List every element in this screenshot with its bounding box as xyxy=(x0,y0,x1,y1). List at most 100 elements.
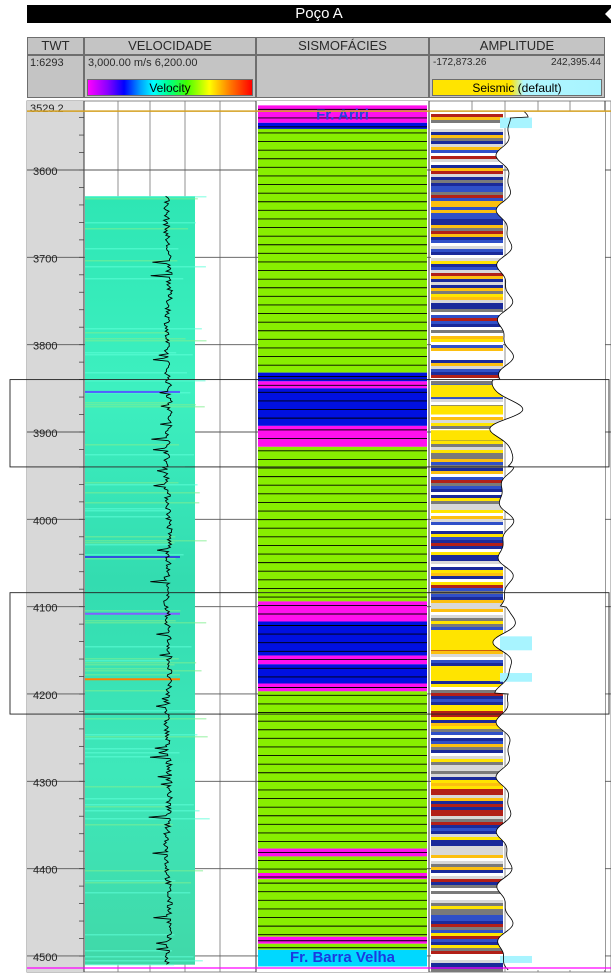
formation-label-top: Fr. Ariri xyxy=(316,106,369,123)
seismic-color-band xyxy=(431,324,503,328)
seismic-color-band xyxy=(431,798,503,802)
seismic-color-band xyxy=(431,453,503,457)
velocity-streak xyxy=(85,620,176,622)
seismic-color-band xyxy=(431,468,503,472)
facies-interval xyxy=(258,128,427,373)
seismic-trace xyxy=(489,110,529,971)
seismic-color-band xyxy=(431,201,503,205)
seismic-color-band xyxy=(431,345,503,349)
velocity-streak xyxy=(85,402,170,404)
seismic-color-band xyxy=(431,936,503,940)
collapse-arrow-icon[interactable] xyxy=(605,8,611,20)
seismic-cyan-peak xyxy=(500,955,532,963)
velocity-streak xyxy=(85,674,180,676)
seismic-color-band xyxy=(431,474,503,478)
seismic-color-band xyxy=(431,243,503,247)
facies-header[interactable]: SISMOFÁCIES xyxy=(256,37,429,55)
barra-velha-band xyxy=(258,949,427,967)
seismic-color-band xyxy=(431,132,503,136)
seismic-color-band xyxy=(431,969,503,973)
seismic-color-band xyxy=(431,420,503,424)
twt-header[interactable]: TWT xyxy=(27,37,84,55)
seismic-color-band xyxy=(431,423,503,427)
seismic-color-band xyxy=(431,549,503,553)
facies-interval xyxy=(258,122,427,129)
seismic-color-band xyxy=(431,363,503,367)
seismic-color-band xyxy=(431,333,503,337)
velocity-streak xyxy=(85,964,175,966)
facies-interval xyxy=(258,691,427,849)
velocity-curve xyxy=(148,195,174,965)
facies-interval xyxy=(258,621,427,656)
seismic-color-band xyxy=(431,735,503,739)
seismic-color-band xyxy=(431,741,503,745)
velocity-color-legend[interactable]: Velocity xyxy=(87,79,253,96)
seismic-color-band xyxy=(431,774,503,778)
seismic-cyan-peak xyxy=(500,636,532,651)
velocity-streak xyxy=(85,502,200,504)
facies-interval xyxy=(258,425,427,447)
seismic-color-legend[interactable]: Seismic (default) xyxy=(432,79,602,96)
velocity-streak xyxy=(85,380,206,382)
seismic-color-band xyxy=(431,534,503,538)
seismic-color-band xyxy=(431,234,503,238)
seismic-color-band xyxy=(431,579,503,583)
amplitude-header[interactable]: AMPLITUDE xyxy=(429,37,605,55)
velocity-streak xyxy=(85,738,169,740)
seismic-cyan-peak xyxy=(500,673,532,682)
seismic-color-band xyxy=(431,447,503,451)
seismic-color-band xyxy=(431,321,503,325)
seismic-color-band xyxy=(431,294,503,298)
velocity-streak xyxy=(85,248,179,250)
seismic-color-band xyxy=(431,867,503,871)
seismic-color-band xyxy=(431,807,503,811)
seismic-color-band xyxy=(431,864,503,868)
seismic-color-band xyxy=(431,726,503,730)
seismic-yellow-zone xyxy=(431,666,503,681)
seismic-color-band xyxy=(431,513,503,517)
facies-interval xyxy=(258,601,427,622)
seismic-color-band xyxy=(431,561,503,565)
seismic-color-band xyxy=(431,450,503,454)
velocity-streak xyxy=(85,734,198,736)
velocity-streak xyxy=(85,544,169,546)
seismic-color-band xyxy=(431,729,503,733)
seismic-color-band xyxy=(431,657,503,661)
seismic-color-band xyxy=(431,600,503,604)
seismic-color-band xyxy=(431,426,503,430)
velocity-streak xyxy=(85,406,205,408)
seismic-color-band xyxy=(431,957,503,961)
seismic-color-band xyxy=(431,876,503,880)
velocity-streak xyxy=(85,824,173,826)
seismic-color-band xyxy=(431,681,503,685)
velocity-streak xyxy=(85,882,191,884)
seismic-color-band xyxy=(431,609,503,613)
velocity-streak xyxy=(85,332,169,334)
seismic-color-band xyxy=(431,738,503,742)
seismic-color-band xyxy=(431,528,503,532)
seismic-color-band xyxy=(431,204,503,208)
velocity-streak xyxy=(85,810,200,812)
seismic-color-band xyxy=(431,480,503,484)
seismic-color-band xyxy=(431,372,503,376)
seismic-color-band xyxy=(431,558,503,562)
velocity-streak xyxy=(85,340,207,342)
seismic-color-band xyxy=(431,732,503,736)
seismic-color-band xyxy=(431,231,503,235)
seismic-color-band xyxy=(431,837,503,841)
seismic-color-band xyxy=(431,753,503,757)
seismic-color-band xyxy=(431,462,503,466)
seismic-color-band xyxy=(431,858,503,862)
velocity-streak xyxy=(85,798,168,800)
velocity-header[interactable]: VELOCIDADE xyxy=(84,37,256,55)
seismic-color-band xyxy=(431,870,503,874)
seismic-color-band xyxy=(431,180,503,184)
velocity-anomaly xyxy=(85,555,180,558)
seismic-color-band xyxy=(431,192,503,196)
seismic-color-band xyxy=(431,909,503,913)
seismic-color-band xyxy=(431,792,503,796)
seismic-color-band xyxy=(431,111,503,115)
seismic-color-band xyxy=(431,222,503,226)
facies-header-blank xyxy=(256,55,429,98)
seismic-color-band xyxy=(431,894,503,898)
